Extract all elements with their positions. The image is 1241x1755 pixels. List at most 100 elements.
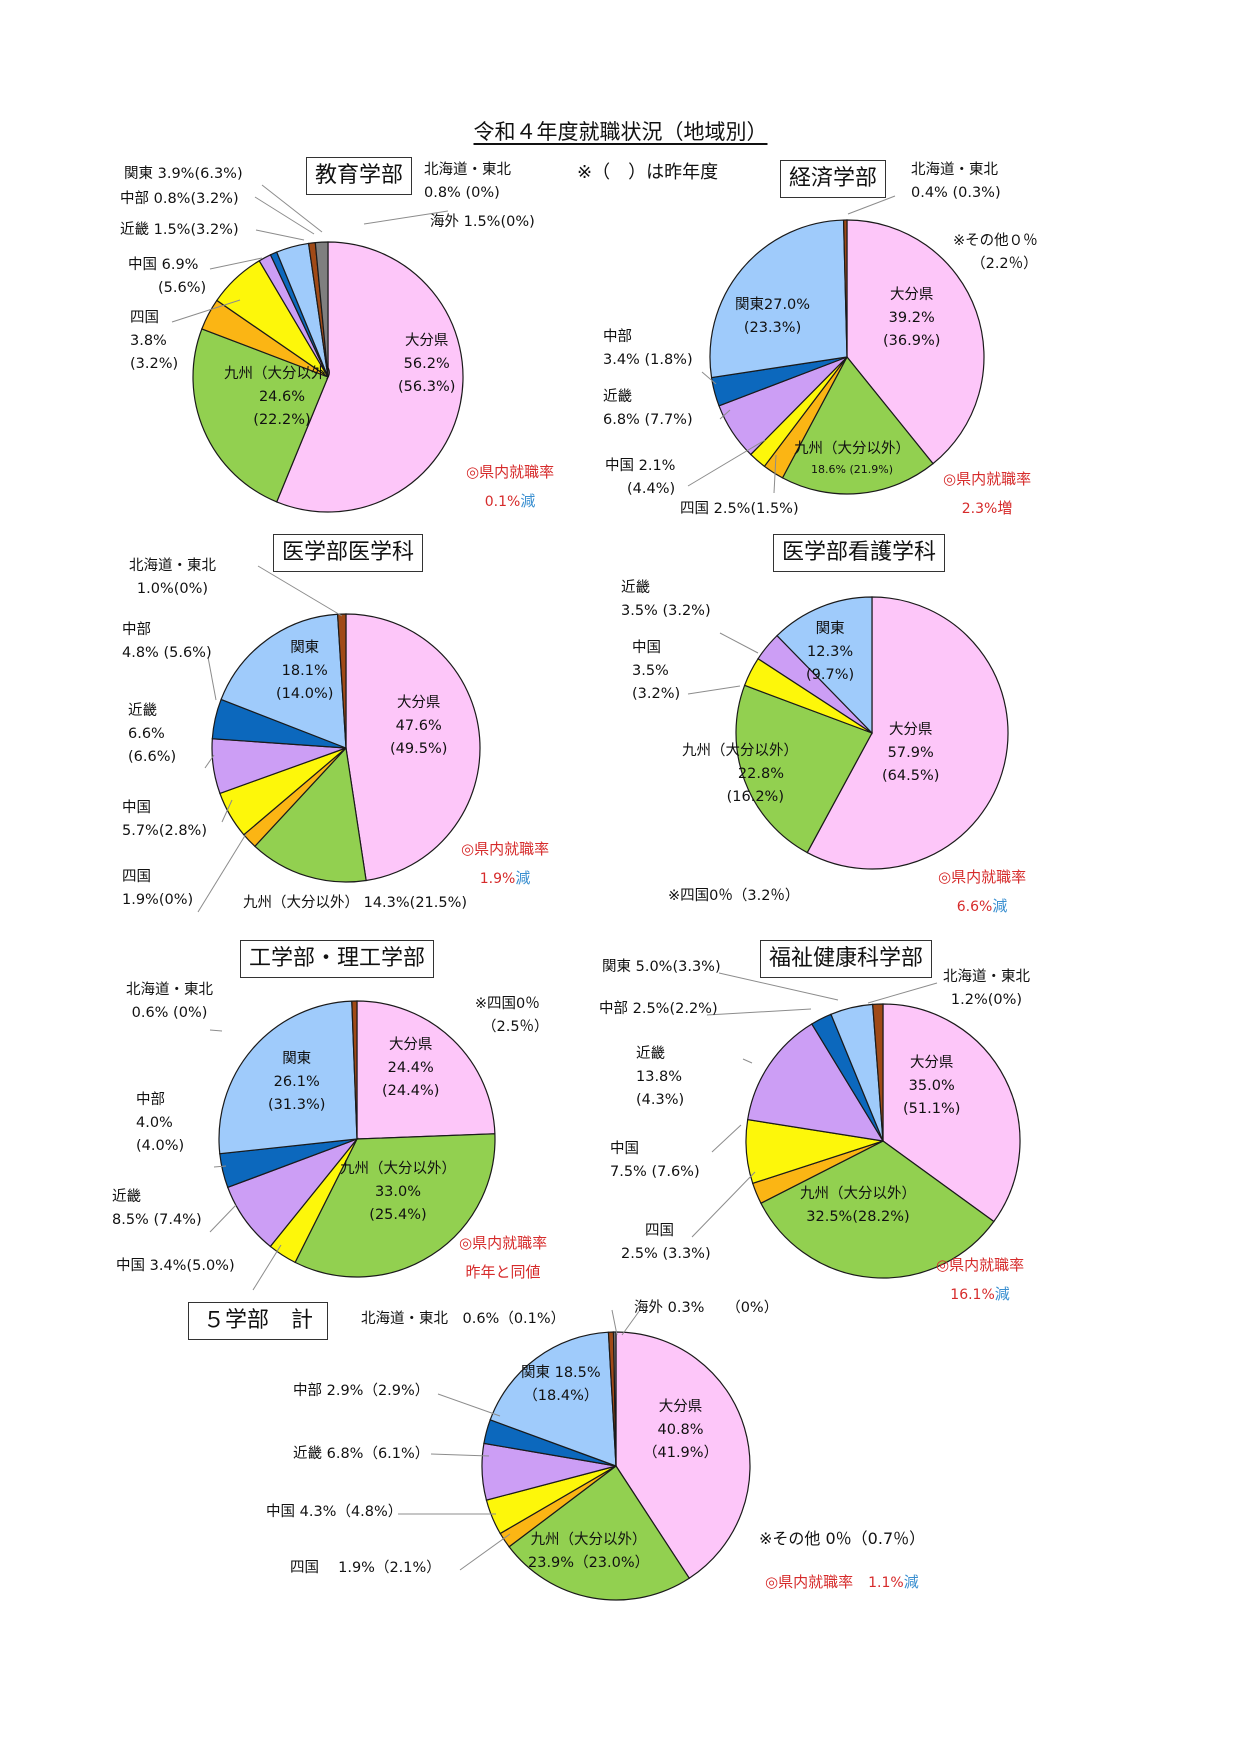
- prefectural-rate: ◎県内就職率 2.3%増: [943, 470, 1032, 517]
- pie-slice-kanto: [220, 613, 347, 749]
- pie-slice-kyushu: [192, 328, 329, 503]
- label-kyushu: 九州（大分以外） 22.8% (16.2%): [682, 743, 798, 806]
- label-shikoku: 四国 2.5% (3.3%): [621, 1223, 711, 1263]
- other-note: ※その他０％ （2.2％）: [953, 233, 1038, 273]
- label-kaigai: 海外 1.5%(0%): [430, 214, 535, 230]
- leader-line: [691, 1171, 756, 1238]
- pie-slice-kyushu: [760, 1140, 995, 1279]
- label-oita: 大分県 47.6% (49.5%): [390, 695, 448, 758]
- leader-line: [687, 685, 741, 695]
- leader-line: [252, 1244, 282, 1291]
- leader-line: [847, 195, 896, 215]
- leader-line: [255, 229, 305, 241]
- label-kinki: 近畿 6.6% (6.6%): [128, 703, 177, 766]
- label-kanto: 関東 12.3% (9.7%): [806, 621, 855, 684]
- label-hokkaido: 北海道・東北 1.2%(0%): [943, 969, 1030, 1009]
- prefectural-rate: ◎県内就職率 昨年と同値: [459, 1234, 548, 1281]
- label-kanto: 関東 18.1% (14.0%): [276, 640, 334, 703]
- leader-line: [701, 371, 717, 385]
- leader-line: [718, 972, 839, 1001]
- leader-line: [711, 1124, 742, 1153]
- label-chubu: 中部 4.8% (5.6%): [122, 622, 212, 662]
- label-oita: 大分県 56.2% (56.3%): [398, 333, 456, 396]
- chart-title-nursing: 医学部看護学科: [773, 534, 946, 572]
- page-title: 令和４年度就職状況（地域別）: [473, 120, 768, 144]
- leader-line: [459, 1533, 511, 1571]
- leader-line: [719, 632, 759, 654]
- label-oita: 大分県 57.9% (64.5%): [882, 722, 940, 785]
- leader-line: [209, 1204, 237, 1233]
- label-chugoku: 中国 3.4%(5.0%): [116, 1258, 235, 1274]
- label-oita: 大分県 39.2% (36.9%): [883, 287, 941, 350]
- leader-line: [254, 196, 315, 235]
- prefectural-rate: ◎県内就職率 0.1%減: [466, 463, 555, 510]
- leader-line: [437, 1393, 501, 1417]
- pie-slice-kaigai: [314, 241, 329, 378]
- leader-line: [773, 454, 777, 494]
- label-oita: 大分県 35.0% (51.1%): [903, 1055, 961, 1118]
- label-kinki: 近畿 1.5%(3.2%): [120, 222, 239, 238]
- leader-line: [209, 257, 263, 270]
- previous-year-note: ※（ ）は昨年度: [577, 162, 719, 183]
- prefectural-rate: ◎県内就職率 6.6%減: [938, 868, 1027, 915]
- label-kanto: 関東 3.9%(6.3%): [124, 166, 243, 182]
- pie-slice-oita: [882, 1003, 1021, 1223]
- leader-line: [706, 1008, 812, 1016]
- label-kinki: 近畿 8.5% (7.4%): [112, 1189, 202, 1229]
- label-kyushu: 九州（大分以外） 24.6% (22.2%): [224, 366, 340, 429]
- label-kanto: 関東 26.1% (31.3%): [268, 1051, 326, 1114]
- label-chugoku: 中国 2.1% (4.4%): [605, 458, 676, 498]
- leader-line: [430, 1453, 490, 1457]
- label-hokkaido: 北海道・東北 1.0%(0%): [129, 558, 216, 598]
- leader-line: [221, 799, 233, 823]
- label-shikoku: 四国 1.9%（2.1%）: [290, 1560, 441, 1576]
- leader-line: [742, 1058, 753, 1064]
- label-hokkaido: 北海道・東北 0.4% (0.3%): [911, 162, 1001, 202]
- leader-line: [621, 1309, 641, 1336]
- pie-slice-oita: [806, 596, 1009, 870]
- label-kaigai: 海外 0.3% （0%）: [634, 1300, 779, 1316]
- pie-slice-hokkaido: [336, 613, 347, 749]
- chart-title-economics: 経済学部: [780, 160, 887, 198]
- label-shikoku: 四国 2.5%(1.5%): [680, 501, 799, 517]
- label-oita: 大分県 40.8% （41.9%）: [643, 1399, 719, 1462]
- pie-slice-kyushu: [508, 1465, 691, 1601]
- chart-title-welfare: 福祉健康科学部: [760, 940, 933, 978]
- leader-line: [171, 299, 241, 323]
- label-chubu: 中部 3.4% (1.8%): [603, 329, 693, 369]
- leader-line: [611, 1309, 618, 1336]
- label-kinki: 近畿 6.8% (7.7%): [603, 389, 693, 429]
- label-chugoku: 中国 4.3%（4.8%）: [266, 1504, 403, 1520]
- pie-slice-kinki: [747, 1023, 885, 1142]
- label-chugoku: 中国 7.5% (7.6%): [610, 1141, 700, 1181]
- leader-line: [207, 656, 217, 701]
- pie-slice-oita: [846, 219, 985, 465]
- label-chubu: 中部 0.8%(3.2%): [120, 191, 239, 207]
- pie-slice-kyushu: [254, 746, 367, 883]
- leader-line: [687, 439, 766, 487]
- label-kinki: 近畿 3.5% (3.2%): [621, 580, 711, 620]
- chart-title-engineering: 工学部・理工学部: [240, 940, 435, 978]
- label-kyushu: 九州（大分以外） 32.5%(28.2%): [800, 1186, 916, 1226]
- label-chugoku: 中国 6.9% (5.6%): [128, 257, 207, 297]
- leader-line: [209, 1029, 223, 1032]
- label-hokkaido: 北海道・東北 0.8% (0%): [424, 162, 511, 202]
- label-hokkaido: 北海道・東北 0.6% (0%): [126, 982, 213, 1022]
- pie-slice-oita: [275, 241, 464, 513]
- label-kyushu: 九州（大分以外） 33.0% (25.4%): [340, 1161, 456, 1224]
- leader-line: [867, 982, 938, 1004]
- leader-line: [204, 754, 215, 769]
- label-kinki: 近畿 13.8% (4.3%): [636, 1046, 685, 1109]
- label-shikoku: 四国 3.8% (3.2%): [130, 310, 179, 373]
- label-kyushu: 九州（大分以外） 23.9%（23.0%）: [528, 1532, 650, 1572]
- leader-line: [257, 565, 343, 617]
- label-chugoku: 中国 3.5% (3.2%): [632, 640, 681, 703]
- leader-line: [261, 184, 323, 233]
- chart-title-medicine: 医学部医学科: [273, 534, 424, 572]
- chart-title-total: ５学部 計: [188, 1302, 329, 1340]
- pie-slice-kanto: [489, 1331, 617, 1467]
- other-note: ※四国0％ （2.5％）: [474, 996, 549, 1036]
- label-kanto: 関東 5.0%(3.3%): [602, 959, 721, 975]
- label-chugoku: 中国 5.7%(2.8%): [122, 800, 207, 840]
